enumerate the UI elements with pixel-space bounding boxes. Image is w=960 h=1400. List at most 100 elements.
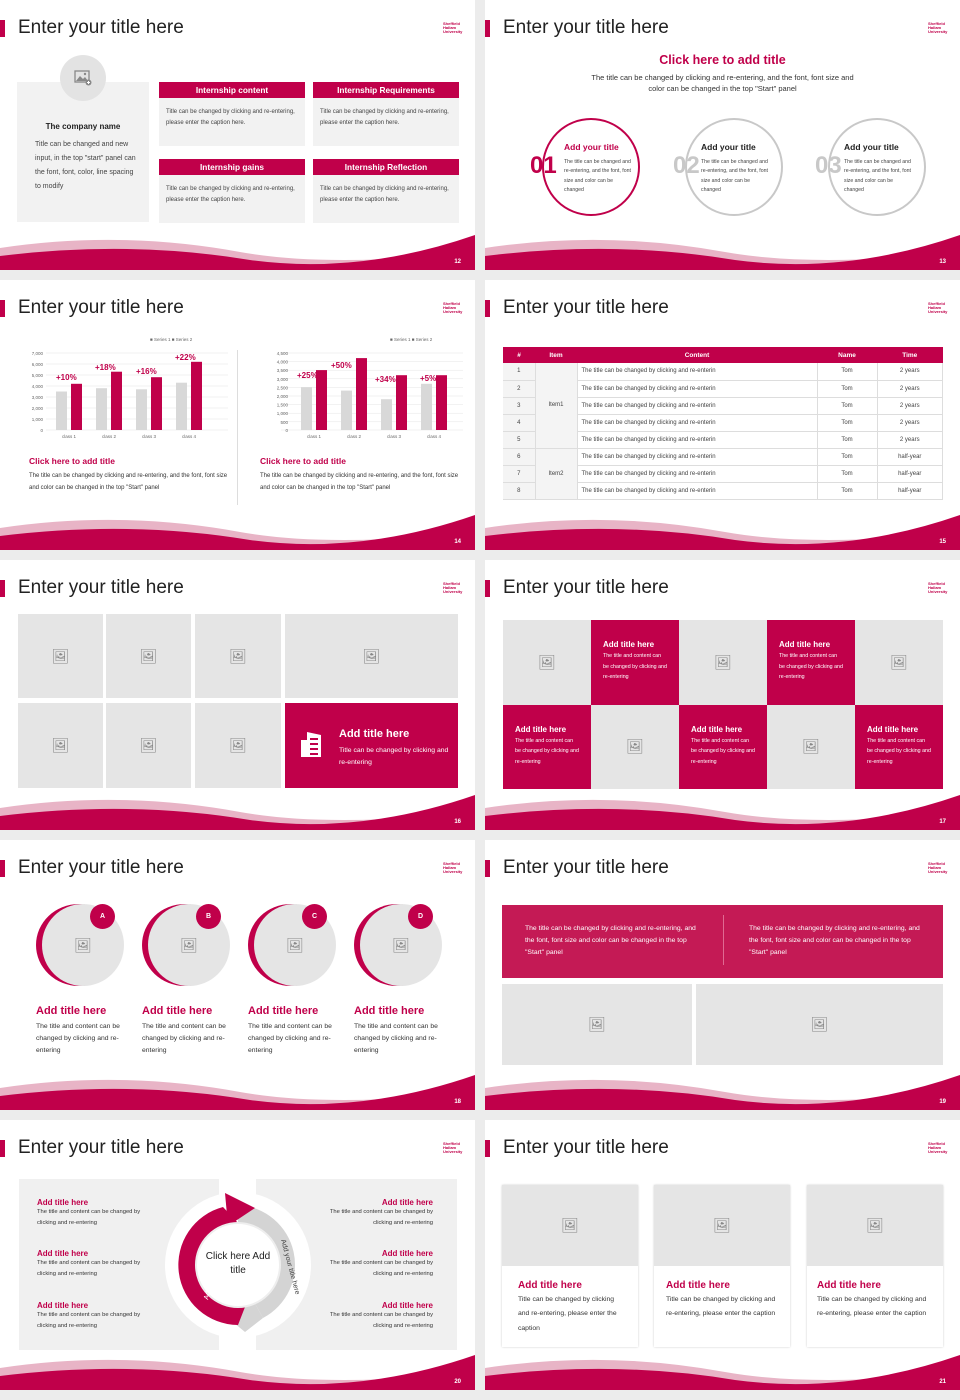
- banner-text[interactable]: The title can be changed by clicking and…: [749, 925, 920, 957]
- image-placeholder[interactable]: 🖼: [503, 620, 591, 705]
- image-placeholder[interactable]: 🖼: [855, 620, 943, 705]
- step-circle[interactable]: [542, 118, 640, 216]
- slide-17[interactable]: Enter your title here Sheffield Hallam U…: [485, 560, 960, 830]
- slide-title[interactable]: Enter your title here: [503, 577, 669, 598]
- table-row[interactable]: 2 The title can be changed by clicking an…: [503, 380, 943, 398]
- slide-19[interactable]: Enter your title here Sheffield Hallam U…: [485, 840, 960, 1110]
- internship-card[interactable]: Internship Reflection Title can be chang…: [313, 159, 459, 223]
- step-number: 02: [673, 152, 700, 179]
- image-placeholder[interactable]: 🖼: [18, 614, 103, 698]
- slide-title[interactable]: Enter your title here: [18, 857, 184, 878]
- slide-title[interactable]: Enter your title here: [503, 857, 669, 878]
- left-item[interactable]: Add title here The title and content can …: [37, 1198, 152, 1229]
- slide-13[interactable]: Enter your title here Sheffield Hallam U…: [485, 0, 960, 270]
- image-placeholder[interactable]: 🖼: [502, 984, 692, 1065]
- item-title[interactable]: Add title here: [142, 1005, 213, 1017]
- item-title[interactable]: Add title here: [248, 1005, 319, 1017]
- company-text[interactable]: Title can be changed and new input, in t…: [35, 141, 136, 190]
- internship-card[interactable]: Internship content Title can be changed …: [159, 82, 305, 146]
- image-placeholder[interactable]: 🖼: [591, 704, 679, 789]
- image-placeholder[interactable]: 🖼: [18, 703, 103, 788]
- image-placeholder[interactable]: 🖼: [696, 984, 943, 1065]
- slide-title[interactable]: Enter your title here: [503, 17, 669, 38]
- cycle-center-text[interactable]: Click here Add title: [205, 1251, 271, 1276]
- step-circle[interactable]: [685, 118, 783, 216]
- data-table[interactable]: # Item Content Name Time 1 Item1 The title…: [503, 347, 943, 500]
- text-tile[interactable]: Add title here The title and content can …: [679, 704, 767, 789]
- slide-15[interactable]: Enter your title here Sheffield Hallam U…: [485, 280, 960, 550]
- slide-title[interactable]: Enter your title here: [18, 297, 184, 318]
- table-row[interactable]: 5 The title can be changed by clicking an…: [503, 431, 943, 449]
- chart-text[interactable]: The title can be changed by clicking and…: [260, 473, 459, 491]
- col-header[interactable]: Content: [577, 347, 817, 363]
- caption-card[interactable]: 🖼 Add title here Title can be changed by …: [502, 1185, 638, 1347]
- slide-title[interactable]: Enter your title here: [18, 1137, 184, 1158]
- bar-chart-right[interactable]: ■ Series 1 ■ Series 2 4,500 4,000 3,500 3,0…: [255, 335, 465, 445]
- caption-card[interactable]: 🖼 Add title here Title can be changed by …: [807, 1185, 943, 1347]
- table-row[interactable]: 4 The title can be changed by clicking an…: [503, 414, 943, 432]
- slide-title[interactable]: Enter your title here: [18, 577, 184, 598]
- col-header[interactable]: Time: [877, 347, 943, 363]
- section-heading[interactable]: Click here to add title: [659, 53, 786, 67]
- slide-14[interactable]: Enter your title here Sheffield Hallam U…: [0, 280, 475, 550]
- feature-tile[interactable]: Add title here Title can be changed by c…: [285, 703, 458, 788]
- slide-21[interactable]: Enter your title here Sheffield Hallam U…: [485, 1120, 960, 1390]
- cycle-diagram[interactable]: Add your title here Add your title here: [163, 1190, 313, 1340]
- item-title[interactable]: Add title here: [36, 1005, 107, 1017]
- text-tile[interactable]: Add title here The title and content can …: [767, 620, 855, 705]
- item-text[interactable]: The title and content can be changed by …: [142, 1023, 226, 1055]
- company-name[interactable]: The company name: [45, 122, 121, 131]
- left-item[interactable]: Add title here The title and content can …: [37, 1249, 152, 1280]
- chart-heading[interactable]: Click here to add title: [260, 456, 346, 466]
- image-placeholder[interactable]: 🖼: [807, 1185, 943, 1266]
- cell: 6: [503, 448, 536, 466]
- section-subtext[interactable]: The title can be changed by clicking and…: [591, 73, 854, 93]
- text-tile[interactable]: Add title here The title and content can …: [591, 620, 679, 705]
- item-text[interactable]: The title and content can be changed by …: [354, 1023, 438, 1055]
- image-placeholder[interactable]: 🖼: [106, 703, 191, 788]
- image-placeholder[interactable]: 🖼: [654, 1185, 790, 1266]
- right-item[interactable]: Add title here The title and content can …: [318, 1198, 433, 1229]
- col-header[interactable]: Name: [817, 347, 877, 363]
- text-tile[interactable]: Add title here The title and content can …: [855, 704, 943, 789]
- left-item[interactable]: Add title here The title and content can …: [37, 1301, 152, 1332]
- slide-16[interactable]: Enter your title here Sheffield Hallam U…: [0, 560, 475, 830]
- chart-heading[interactable]: Click here to add title: [29, 456, 115, 466]
- table-row[interactable]: 3 The title can be changed by clicking an…: [503, 397, 943, 415]
- bar-chart-left[interactable]: ■ Series 1 ■ Series 2 7,000 6,000 5,000 4,0…: [20, 335, 230, 445]
- internship-card[interactable]: Internship Requirements Title can be cha…: [313, 82, 459, 146]
- image-placeholder[interactable]: 🖼: [679, 620, 767, 705]
- slide-12[interactable]: Enter your title here Sheffield Hallam U…: [0, 0, 475, 270]
- item-title[interactable]: Add title here: [354, 1005, 425, 1017]
- cell: 2 years: [877, 363, 943, 381]
- item-text[interactable]: The title and content can be changed by …: [36, 1023, 120, 1055]
- internship-card[interactable]: Internship gains Title can be changed by…: [159, 159, 305, 223]
- slide-title[interactable]: Enter your title here: [503, 1137, 669, 1158]
- right-item[interactable]: Add title here The title and content can …: [318, 1301, 433, 1332]
- table-row[interactable]: 6 Item2 The title can be changed by clicki…: [503, 448, 943, 500]
- item-text[interactable]: The title and content can be changed by …: [248, 1023, 332, 1055]
- image-placeholder[interactable]: 🖼: [767, 704, 855, 789]
- image-placeholder[interactable]: 🖼: [285, 614, 458, 698]
- slide-title[interactable]: Enter your title here: [503, 297, 669, 318]
- image-placeholder[interactable]: 🖼: [195, 703, 281, 788]
- company-image-placeholder[interactable]: [60, 55, 106, 101]
- image-placeholder[interactable]: 🖼: [106, 614, 191, 698]
- table-row[interactable]: 8 The title can be changed by clicking an…: [503, 482, 943, 500]
- chart-text[interactable]: The title can be changed by clicking and…: [29, 473, 228, 491]
- slide-20[interactable]: Enter your title here Sheffield Hallam U…: [0, 1120, 475, 1390]
- col-header[interactable]: Item: [535, 347, 577, 363]
- image-placeholder[interactable]: 🖼: [502, 1185, 638, 1266]
- right-item[interactable]: Add title here The title and content can …: [318, 1249, 433, 1280]
- step-circle[interactable]: [828, 118, 926, 216]
- table-row[interactable]: 7 The title can be changed by clicking an…: [503, 465, 943, 483]
- col-header[interactable]: #: [503, 347, 535, 363]
- slide-18[interactable]: Enter your title here Sheffield Hallam U…: [0, 840, 475, 1110]
- slide-title[interactable]: Enter your title here: [18, 17, 184, 38]
- step-text: The title can be changed and re-entering…: [701, 159, 768, 194]
- text-tile[interactable]: Add title here The title and content can …: [503, 704, 591, 789]
- banner-text[interactable]: The title can be changed by clicking and…: [525, 925, 696, 957]
- caption-card[interactable]: 🖼 Add title here Title can be changed by …: [654, 1185, 790, 1347]
- table-row[interactable]: 1 Item1 The title can be changed by clicki…: [503, 363, 943, 449]
- image-placeholder[interactable]: 🖼: [195, 614, 281, 698]
